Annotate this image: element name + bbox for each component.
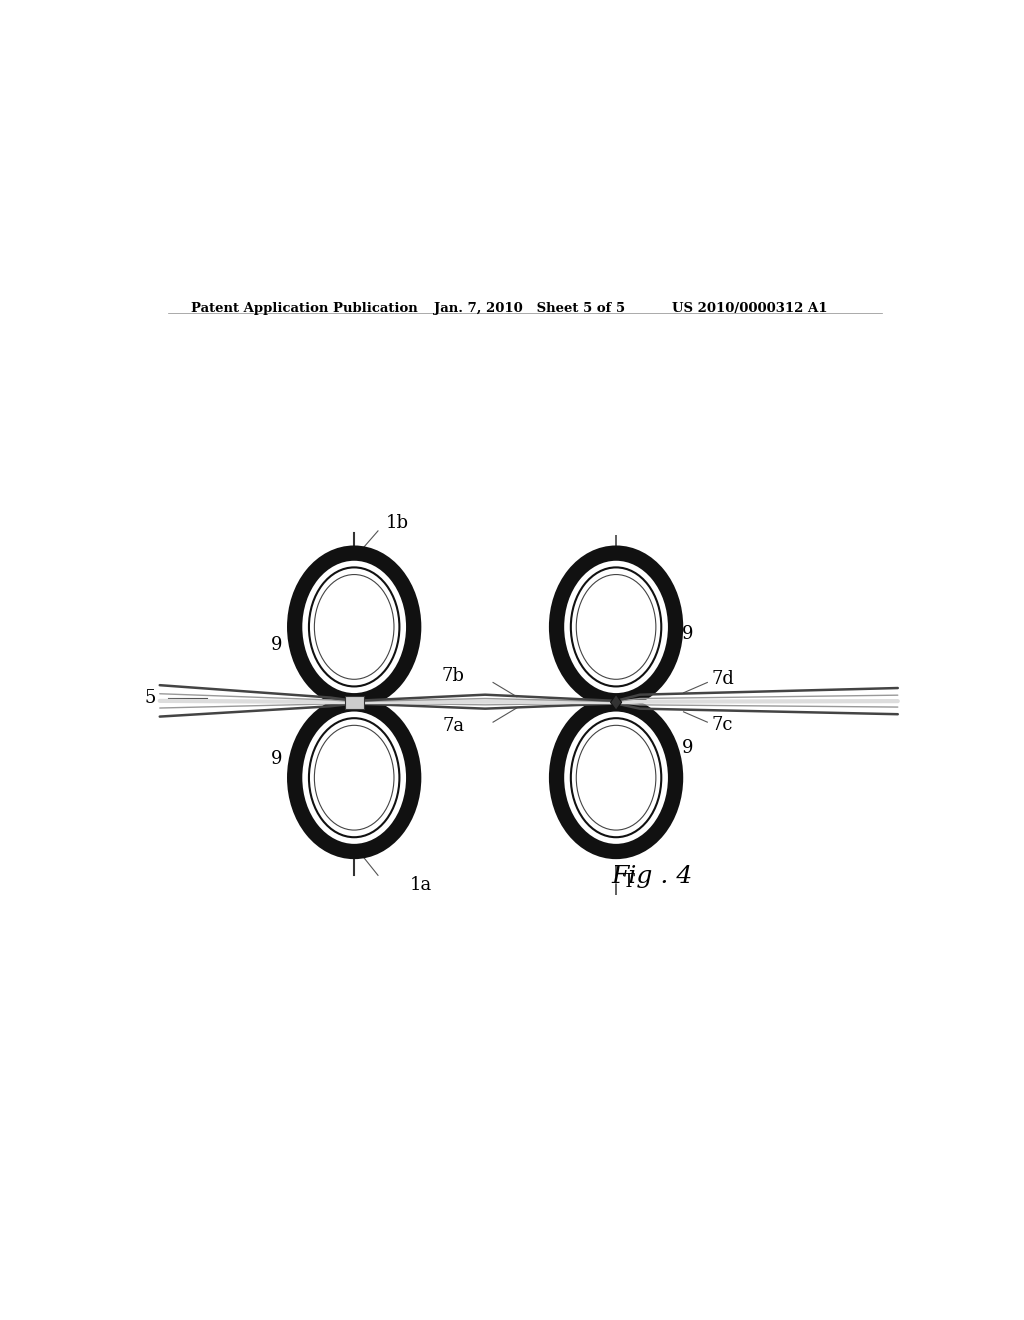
Text: Patent Application Publication: Patent Application Publication: [191, 301, 418, 314]
Text: 1b: 1b: [386, 513, 409, 532]
Text: Fig . 4: Fig . 4: [611, 866, 692, 888]
Ellipse shape: [295, 553, 414, 701]
Text: 1a: 1a: [410, 876, 432, 894]
Text: 7d: 7d: [712, 669, 734, 688]
Text: 5: 5: [144, 689, 156, 708]
Ellipse shape: [557, 704, 676, 851]
Ellipse shape: [570, 568, 662, 686]
Text: Jan. 7, 2010   Sheet 5 of 5: Jan. 7, 2010 Sheet 5 of 5: [433, 301, 625, 314]
Text: 9: 9: [271, 636, 283, 655]
Ellipse shape: [309, 718, 399, 837]
Ellipse shape: [309, 568, 399, 686]
Text: 7a: 7a: [442, 717, 465, 735]
Text: 7b: 7b: [442, 667, 465, 685]
Polygon shape: [345, 696, 364, 709]
Text: T: T: [623, 873, 634, 891]
Polygon shape: [610, 694, 622, 710]
Ellipse shape: [557, 553, 676, 701]
Ellipse shape: [570, 718, 662, 837]
Ellipse shape: [295, 704, 414, 851]
Text: 9: 9: [271, 750, 283, 768]
Text: US 2010/0000312 A1: US 2010/0000312 A1: [672, 301, 827, 314]
Text: 9: 9: [682, 626, 693, 643]
Text: 9: 9: [682, 739, 693, 758]
Text: 7c: 7c: [712, 715, 733, 734]
